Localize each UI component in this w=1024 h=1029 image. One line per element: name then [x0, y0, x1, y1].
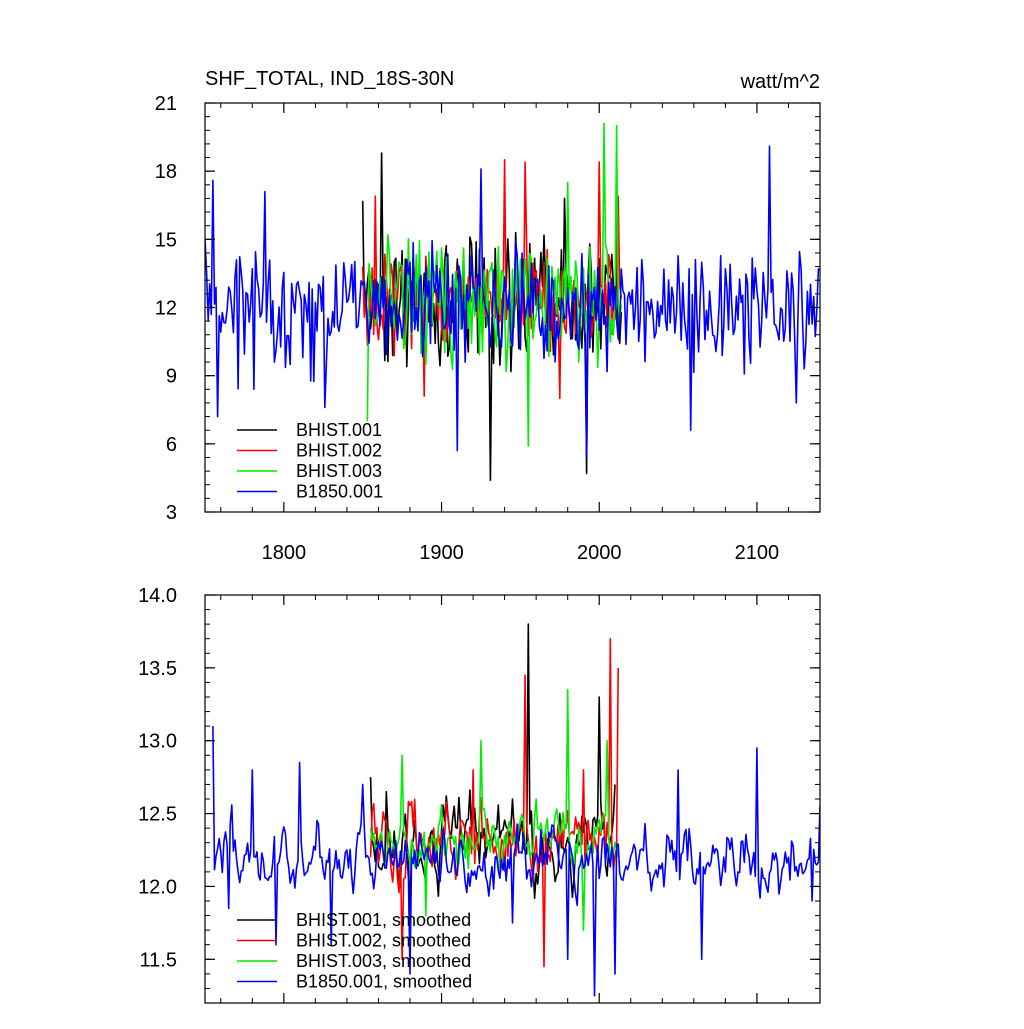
y-tick-label: 13.5: [138, 658, 177, 680]
x-tick-label: 2000: [577, 542, 622, 564]
legend-label: BHIST.002, smoothed: [296, 931, 471, 951]
legend-label: BHIST.001, smoothed: [296, 910, 471, 930]
legend-label: BHIST.003: [296, 461, 382, 481]
y-tick-label: 9: [166, 366, 177, 388]
series-line-bhist-002-smoothed: [369, 637, 619, 968]
y-tick-label: 21: [155, 93, 177, 115]
bottom-plot-panel: 11.5 12.0 12.5 13.0 13.5 14.0 BHIST.001, smoot…: [138, 585, 821, 1004]
y-tick-label: 13.0: [138, 731, 177, 753]
y-tick-label: 12.0: [138, 876, 177, 898]
legend-label: B1850.001: [296, 482, 383, 502]
x-tick-label: 1800: [262, 542, 307, 564]
y-tick-label: 12: [155, 298, 177, 320]
series-line-bhist-003: [366, 122, 623, 447]
x-tick-label: 1900: [419, 542, 464, 564]
y-tick-label: 12.5: [138, 804, 177, 826]
legend-label: B1850.001, smoothed: [296, 972, 472, 992]
y-tick-label: 11.5: [140, 949, 177, 971]
series-line-b1850-001-smoothed: [212, 726, 820, 997]
y-tick-label: 3: [166, 502, 177, 524]
legend-label: BHIST.001: [296, 420, 382, 440]
chart-title: SHF_TOTAL, IND_18S-30N: [205, 68, 454, 90]
y-tick-label: 6: [166, 434, 177, 456]
legend-label: BHIST.002: [296, 441, 382, 461]
series-line-bhist-003-smoothed: [369, 688, 619, 931]
series-lines: [205, 122, 820, 481]
x-tick-label: 2100: [735, 542, 780, 564]
y-tick-label: 14.0: [138, 585, 177, 607]
series-lines: [212, 623, 820, 997]
units-label: watt/m^2: [740, 71, 820, 93]
y-tick-label: 18: [155, 161, 177, 183]
series-line-b1850-001: [205, 145, 820, 459]
legend-label: BHIST.003, smoothed: [296, 951, 471, 971]
y-tick-label: 15: [155, 229, 177, 251]
